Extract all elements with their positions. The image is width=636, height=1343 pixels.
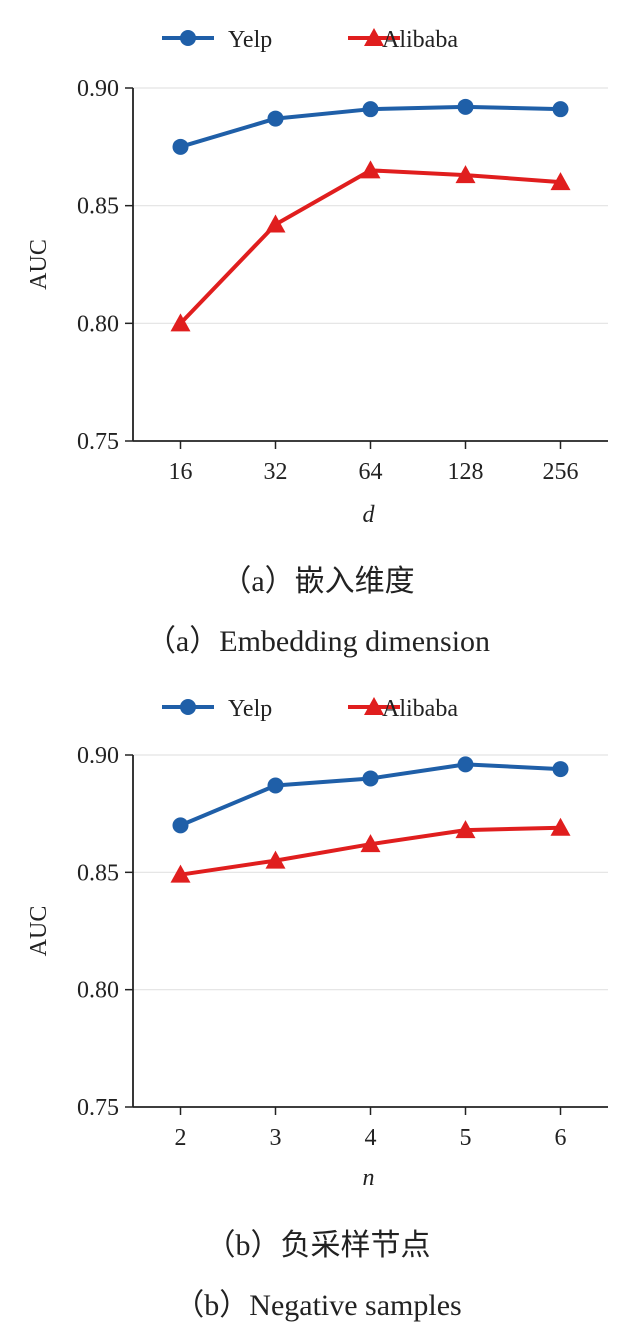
- data-point-yelp: [362, 101, 379, 118]
- legend-marker-yelp: [180, 30, 196, 46]
- data-point-alibaba: [360, 160, 381, 179]
- legend-marker-alibaba: [364, 28, 384, 46]
- data-point-alibaba: [265, 214, 286, 233]
- caption-a-english: （a）Embedding dimension: [145, 625, 491, 658]
- data-point-yelp: [457, 756, 474, 773]
- y-tick-label: 0.75: [77, 429, 119, 455]
- y-tick-label: 0.75: [77, 1095, 119, 1121]
- y-tick-label: 0.90: [77, 76, 119, 102]
- data-point-yelp: [362, 770, 379, 787]
- x-axis-label: n: [363, 1165, 375, 1191]
- x-tick-label: 64: [359, 459, 383, 485]
- y-tick-label: 0.90: [77, 743, 119, 769]
- data-point-yelp: [457, 98, 474, 115]
- series-line-alibaba: [179, 168, 561, 325]
- caption-b-english: （b）Negative samples: [174, 1289, 462, 1322]
- chart-a: 0.75 0.80 0.85 0.90 16 32 64 128 256 d AUC Yelp Alib…: [26, 27, 608, 528]
- legend-label-yelp: Yelp: [228, 696, 272, 722]
- legend-marker-yelp: [180, 699, 196, 715]
- data-point-alibaba: [550, 172, 571, 191]
- y-tick-label: 0.80: [77, 311, 119, 337]
- data-point-alibaba: [265, 850, 286, 869]
- data-point-yelp: [172, 817, 189, 834]
- legend-label-alibaba: Alibaba: [382, 696, 458, 722]
- data-point-yelp: [552, 101, 569, 118]
- y-axis-label: AUC: [26, 239, 52, 290]
- data-point-alibaba: [360, 834, 381, 853]
- x-tick-label: 256: [543, 459, 579, 485]
- x-tick-label: 6: [555, 1125, 567, 1151]
- legend-marker-alibaba: [364, 697, 384, 715]
- y-axis-label: AUC: [26, 906, 52, 957]
- data-point-yelp: [172, 138, 189, 155]
- data-point-yelp: [267, 777, 284, 794]
- data-point-alibaba: [455, 820, 476, 839]
- x-tick-label: 128: [448, 459, 484, 485]
- data-point-alibaba: [170, 864, 191, 883]
- x-tick-label: 3: [270, 1125, 282, 1151]
- x-tick-label: 2: [175, 1125, 187, 1151]
- x-tick-label: 32: [264, 459, 288, 485]
- x-tick-label: 4: [365, 1125, 377, 1151]
- caption-a-chinese: （a）嵌入维度: [221, 565, 415, 598]
- legend-label-yelp: Yelp: [228, 27, 272, 53]
- x-axis-label: d: [363, 502, 376, 528]
- y-tick-label: 0.80: [77, 978, 119, 1004]
- chart-b: 0.75 0.80 0.85 0.90 2 3 4 5 6 n AUC Yelp Alibaba: [26, 696, 608, 1191]
- data-point-alibaba: [550, 817, 571, 836]
- x-tick-label: 5: [460, 1125, 472, 1151]
- y-tick-label: 0.85: [77, 194, 119, 220]
- data-point-alibaba: [170, 313, 191, 332]
- y-tick-label: 0.85: [77, 860, 119, 886]
- data-point-yelp: [552, 761, 569, 778]
- legend-label-alibaba: Alibaba: [382, 27, 458, 53]
- data-point-alibaba: [455, 165, 476, 184]
- caption-b-chinese: （b）负采样节点: [205, 1229, 431, 1262]
- data-point-yelp: [267, 110, 284, 127]
- x-tick-label: 16: [169, 459, 193, 485]
